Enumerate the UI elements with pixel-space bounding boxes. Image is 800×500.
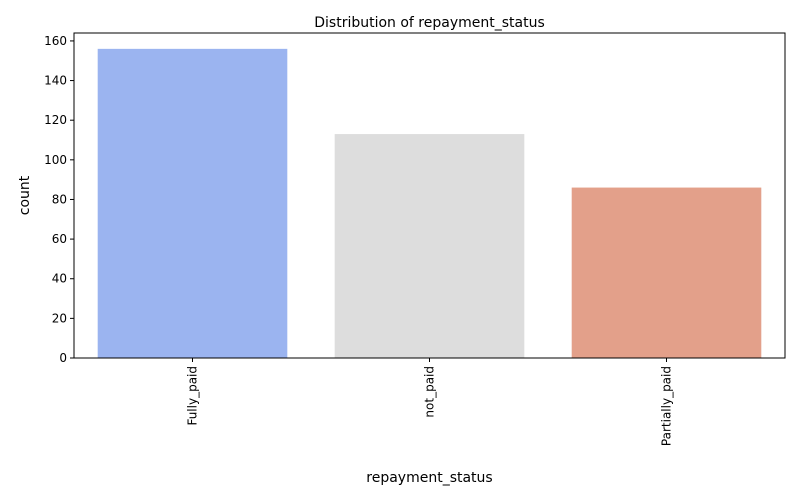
y-tick-label: 20 [52, 311, 67, 325]
y-axis: 0 20 40 60 80 100 120 140 160 [44, 34, 74, 365]
x-tick-label: Partially_paid [660, 366, 674, 446]
y-tick-label: 140 [44, 74, 67, 88]
bars-layer [97, 48, 762, 358]
y-tick-label: 100 [44, 153, 67, 167]
y-tick-label: 0 [59, 351, 67, 365]
y-tick-label: 60 [52, 232, 67, 246]
x-tick-label: Fully_paid [186, 366, 200, 426]
bar-not-paid [334, 134, 525, 358]
bar-partially-paid [571, 187, 762, 358]
y-tick-label: 120 [44, 113, 67, 127]
y-tick-label: 80 [52, 192, 67, 206]
y-axis-title: count [17, 175, 33, 215]
plot-frame [73, 32, 786, 359]
y-tick-label: 40 [52, 272, 67, 286]
x-tick-label: not_paid [423, 366, 437, 418]
bar-fully-paid [97, 48, 288, 358]
x-axis-title: repayment_status [366, 470, 492, 486]
chart-title: Distribution of repayment_status [314, 15, 545, 31]
y-tick-label: 160 [44, 34, 67, 48]
x-axis: Fully_paid not_paid Partially_paid [186, 358, 674, 446]
